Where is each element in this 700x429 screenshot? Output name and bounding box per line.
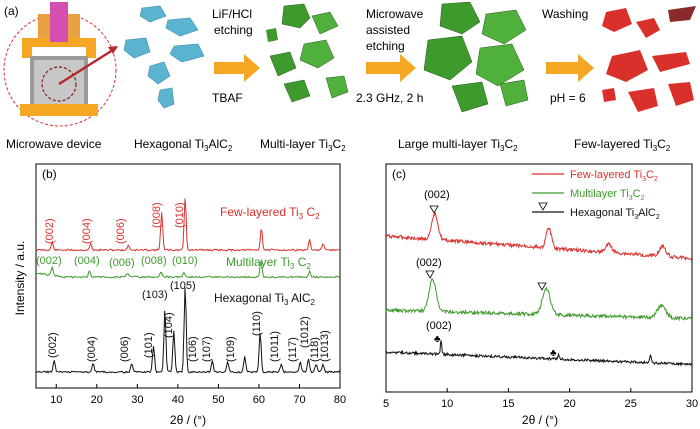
x-tick-label: 30: [131, 394, 143, 406]
club-marker-icon: ♣: [550, 348, 557, 359]
caption-multi-layer: Multi-layer Ti3C2: [260, 137, 346, 153]
peak-label: (109): [225, 336, 237, 362]
peak-label: (101): [143, 332, 155, 358]
peak-marker-triangle: [537, 282, 547, 291]
peak-label: (107): [201, 336, 213, 362]
legend-multi: Multilayer Ti3C2: [570, 188, 645, 202]
panel-b-hex-peak-labels: (002) (004) (006) (101) (103) (104) (105…: [47, 280, 331, 362]
step1-mid: etching: [214, 23, 253, 37]
peak-label: (006): [109, 257, 135, 269]
peak-label: (006): [119, 336, 131, 362]
step2-mid2: etching: [366, 39, 405, 53]
x-tick-label: 40: [172, 394, 184, 406]
large-multi-layer-ti3c2-stacks: [423, 1, 529, 113]
x-tick-label: 20: [91, 394, 103, 406]
panel-c-x-ticks: 5 10 15 20 25 30: [383, 388, 698, 410]
peak-label: (008): [151, 202, 163, 228]
x-tick-label: 20: [563, 398, 575, 410]
peak-label: (1012): [299, 316, 311, 348]
step2-bottom: 2.3 GHz, 2 h: [356, 91, 423, 105]
x-tick-label: 50: [212, 394, 224, 406]
panel-c-peak-label-multi: (002): [416, 257, 442, 269]
peak-label: (002): [36, 255, 62, 267]
peak-label: (118): [309, 337, 321, 362]
panel-b-multi-peak-labels: (002) (004) (006) (008) (010): [36, 255, 198, 269]
panel-b-chart: (b) Intensity / a.u. 2θ / (°) 10 20 30 40 50…: [13, 163, 346, 427]
microwave-device-illustration: [3, 2, 118, 127]
peak-label: (117): [287, 337, 299, 362]
step1-bottom: TBAF: [212, 91, 243, 105]
peak-marker-triangle: [538, 202, 548, 211]
caption-large-multi-layer: Large multi-layer Ti3C2: [398, 137, 518, 153]
peak-label: (010): [172, 255, 198, 267]
peak-label: (004): [74, 255, 100, 267]
peak-label: (002): [44, 218, 56, 244]
peak-label: (110): [251, 311, 263, 336]
x-tick-label: 5: [383, 398, 389, 410]
panel-c-series-hexagonal: [385, 340, 692, 368]
panel-b-series-few-layered: [35, 198, 341, 252]
x-tick-label: 30: [686, 398, 698, 410]
x-tick-label: 10: [441, 398, 453, 410]
step2-mid: assisted: [366, 23, 410, 37]
process-arrows: [214, 54, 594, 82]
step2-top: Microwave: [366, 7, 424, 21]
x-tick-label: 10: [50, 394, 62, 406]
panel-c-frame: [385, 163, 693, 393]
x-tick-label: 60: [253, 394, 265, 406]
multi-layer-ti3c2-stacks: [266, 3, 349, 103]
panel-c-label: (c): [392, 167, 406, 181]
x-tick-label: 80: [334, 394, 346, 406]
panel-c-peak-label-hex: (002): [426, 320, 452, 332]
panel-b-hex-label: Hexagonal Ti3 AlC2: [214, 291, 316, 307]
panel-c-legend: Few-layered Ti3C2 Multilayer Ti3C2 Hexag…: [532, 169, 660, 221]
x-tick-label: 70: [293, 394, 305, 406]
caption-microwave-device: Microwave device: [6, 137, 102, 151]
panel-a-label: (a): [4, 4, 19, 18]
peak-label: (010): [174, 202, 186, 228]
legend-hex: Hexagonal Ti3AlC2: [570, 207, 660, 221]
x-tick-label: 15: [502, 398, 514, 410]
peak-label: (002): [47, 332, 59, 358]
peak-label: (106): [187, 336, 199, 362]
x-tick-label: 25: [625, 398, 637, 410]
peak-label: (104): [163, 312, 175, 338]
peak-label: (008): [141, 255, 167, 267]
panel-c-series-few-layered: [385, 211, 692, 261]
caption-few-layered: Few-layered Ti3C2: [574, 137, 671, 153]
legend-few: Few-layered Ti3C2: [570, 169, 658, 183]
peak-marker-triangle: [425, 270, 435, 279]
panel-b-ylabel: Intensity / a.u.: [13, 241, 27, 316]
panel-b-series-hexagonal: [35, 287, 341, 374]
panel-c-peak-label-few: (002): [424, 189, 450, 201]
panel-b-label: (b): [42, 167, 57, 181]
panel-b-multi-label: Multilayer Ti3 C2: [226, 255, 311, 271]
peak-label: (1013): [319, 330, 331, 362]
panel-b-few-peak-labels: (002) (004) (006) (008) (010): [44, 202, 186, 244]
peak-label: (006): [115, 218, 127, 244]
step1-top: LiF/HCl: [212, 7, 252, 21]
panel-b-frame: [35, 163, 341, 389]
panel-c-series-multilayer: [385, 277, 692, 322]
panel-b-xlabel: 2θ / (°): [170, 413, 206, 427]
club-marker-icon: ♣: [434, 334, 441, 345]
peak-marker-triangle: [429, 205, 439, 214]
peak-label: (004): [81, 218, 93, 244]
caption-hexagonal: Hexagonal Ti3AlC2: [134, 137, 233, 153]
panel-c-chart: (c) 2θ / (°) 5 10 15 20 25 30 Few-layered Ti3…: [383, 163, 698, 427]
panel-b-x-ticks: 10 20 30 40 50 60 70 80: [50, 384, 346, 406]
peak-label: (004): [86, 336, 98, 362]
panel-b-few-label: Few-layered Ti3 C2: [220, 205, 320, 221]
panel-b-series-multilayer: [35, 261, 341, 279]
few-layered-ti3c2-flakes: [602, 6, 696, 112]
step3-top: Washing: [542, 7, 588, 21]
peak-label: (105): [170, 280, 196, 292]
step3-bottom: pH = 6: [550, 91, 586, 105]
peak-label: (1011): [269, 331, 281, 362]
peak-label: (103): [142, 289, 168, 301]
hexagonal-ti3alc2-crystals: [123, 5, 205, 109]
panel-c-xlabel: 2θ / (°): [522, 413, 558, 427]
